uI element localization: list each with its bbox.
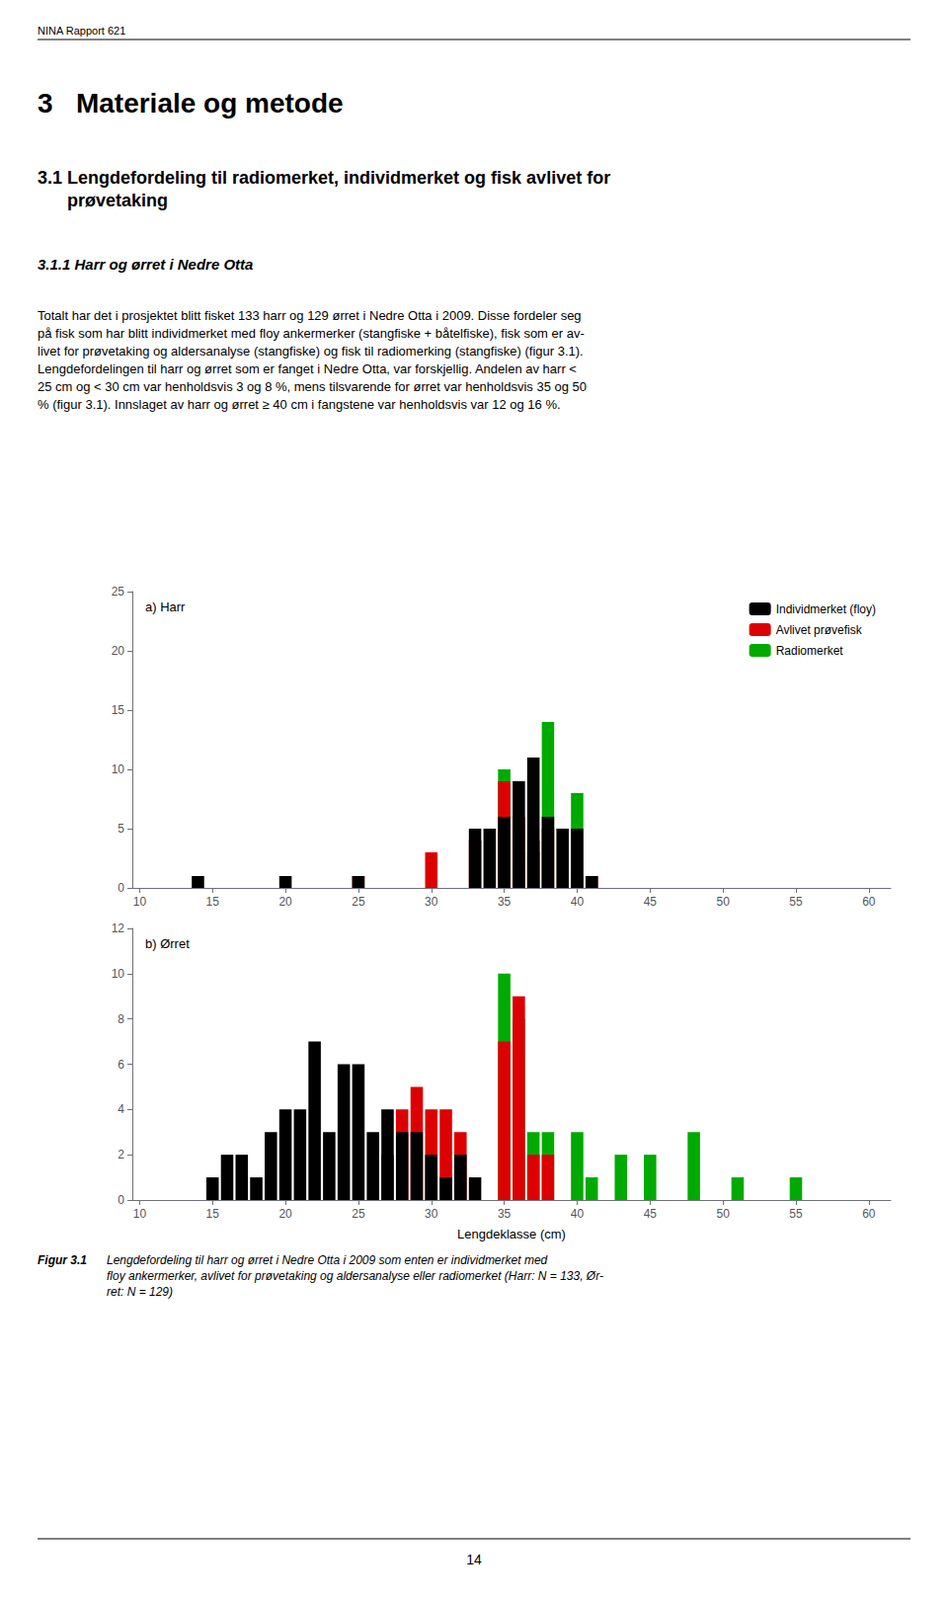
- svg-text:55: 55: [789, 894, 803, 909]
- svg-text:30: 30: [424, 1206, 439, 1221]
- svg-text:ret: N = 129): ret: N = 129): [106, 1284, 173, 1299]
- svg-text:Individmerket (floy): Individmerket (floy): [776, 602, 876, 617]
- svg-text:10: 10: [133, 1206, 148, 1221]
- svg-text:Radiomerket: Radiomerket: [776, 643, 845, 658]
- svg-text:a) Harr: a) Harr: [145, 599, 186, 615]
- svg-text:45: 45: [643, 1206, 658, 1221]
- svg-text:6: 6: [117, 1057, 125, 1072]
- svg-text:50: 50: [715, 1206, 730, 1221]
- svg-text:40: 40: [570, 894, 585, 909]
- svg-text:15: 15: [206, 894, 221, 909]
- svg-text:Lengdefordelingen til harr og: Lengdefordelingen til harr og ørret som …: [37, 361, 577, 377]
- svg-text:livet for prøvetaking og alder: livet for prøvetaking og aldersanalyse (…: [37, 343, 584, 359]
- svg-text:20: 20: [278, 1206, 293, 1221]
- svg-text:10: 10: [111, 762, 126, 777]
- svg-text:4: 4: [117, 1102, 125, 1116]
- svg-text:20: 20: [111, 643, 126, 658]
- svg-text:2: 2: [117, 1147, 125, 1162]
- svg-text:Lengdefordeling til harr og ør: Lengdefordeling til harr og ørret i Nedr…: [106, 1253, 549, 1267]
- svg-text:14: 14: [466, 1551, 482, 1568]
- svg-text:60: 60: [862, 1206, 876, 1221]
- svg-text:50: 50: [715, 894, 730, 909]
- svg-text:60: 60: [862, 894, 876, 909]
- svg-text:% (figur 3.1). Innslaget av ha: % (figur 3.1). Innslaget av harr og ørre…: [37, 396, 561, 412]
- svg-text:0: 0: [117, 1192, 125, 1207]
- svg-text:25: 25: [111, 584, 126, 599]
- svg-text:25: 25: [351, 894, 366, 909]
- svg-text:8: 8: [117, 1012, 125, 1027]
- svg-text:på fisk som har blitt individm: på fisk som har blitt individmerket med …: [37, 325, 585, 341]
- svg-text:3.1 Lengdefordeling til radiom: 3.1 Lengdefordeling til radiomerket, ind…: [37, 167, 611, 188]
- svg-text:55: 55: [789, 1206, 803, 1221]
- svg-text:20: 20: [278, 894, 293, 909]
- svg-text:Avlivet prøvefisk: Avlivet prøvefisk: [776, 623, 864, 637]
- svg-text:30: 30: [424, 894, 439, 909]
- svg-text:NINA Rapport 621: NINA Rapport 621: [37, 24, 126, 37]
- svg-text:45: 45: [643, 894, 658, 909]
- svg-text:3.1.1 Harr og ørret i Nedre Ot: 3.1.1 Harr og ørret i Nedre Otta: [37, 255, 253, 273]
- svg-text:3 Materiale og metode: 3 Materiale og metode: [37, 87, 344, 119]
- svg-text:b) Ørret: b) Ørret: [145, 936, 190, 951]
- svg-text:25 cm og < 30 cm var henholdsv: 25 cm og < 30 cm var henholdsvis 3 og 8 …: [37, 379, 587, 395]
- svg-text:Lengdeklasse (cm): Lengdeklasse (cm): [457, 1226, 566, 1242]
- svg-text:5: 5: [117, 821, 125, 836]
- svg-text:Totalt har det i prosjektet bl: Totalt har det i prosjektet blitt fisket…: [37, 308, 582, 323]
- svg-text:15: 15: [111, 703, 126, 717]
- svg-text:10: 10: [133, 894, 148, 909]
- svg-text:Figur 3.1: Figur 3.1: [37, 1253, 87, 1267]
- svg-text:35: 35: [497, 1206, 512, 1221]
- svg-text:35: 35: [497, 894, 512, 909]
- svg-text:15: 15: [206, 1206, 221, 1221]
- svg-text:floy ankermerker, avlivet for: floy ankermerker, avlivet for prøvetakin…: [106, 1268, 604, 1283]
- svg-text:40: 40: [570, 1206, 585, 1221]
- svg-text:12: 12: [111, 921, 126, 936]
- svg-text:0: 0: [117, 880, 125, 895]
- svg-text:prøvetaking: prøvetaking: [37, 190, 168, 211]
- svg-text:25: 25: [351, 1206, 366, 1221]
- svg-text:10: 10: [111, 966, 126, 981]
